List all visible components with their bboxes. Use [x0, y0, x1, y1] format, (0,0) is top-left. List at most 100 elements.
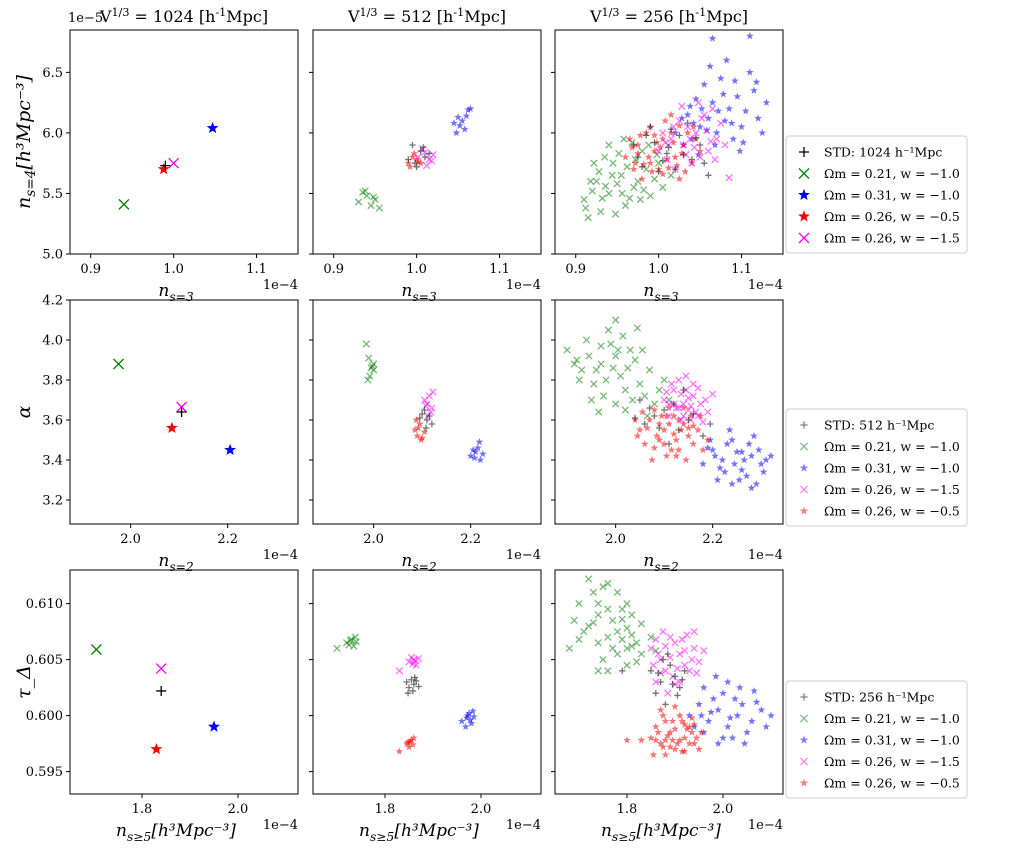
point-g031 [689, 119, 698, 127]
point-g031 [720, 468, 729, 476]
point-m026 [663, 155, 671, 164]
point-m026 [695, 658, 703, 666]
point-m026 [698, 114, 706, 123]
point-r026 [625, 134, 634, 143]
point-r026 [415, 420, 424, 428]
point-r026 [645, 416, 654, 424]
legend-marker [798, 210, 810, 222]
point-std [688, 156, 695, 163]
point-g031 [697, 711, 706, 719]
point-r026 [671, 153, 680, 161]
point-std [685, 416, 692, 424]
point-g021 [594, 639, 602, 647]
x-tick-label: 1.0 [163, 262, 184, 277]
point-g021 [363, 192, 371, 200]
point-r026 [680, 734, 689, 742]
point-g021 [609, 364, 617, 372]
point-m026 [422, 402, 430, 410]
point-m026 [686, 135, 694, 143]
point-g031 [740, 739, 749, 747]
point-std [684, 120, 691, 127]
point-m026 [675, 117, 684, 125]
point-std [707, 420, 714, 428]
point-r026 [410, 734, 418, 742]
point-g021 [575, 376, 583, 384]
panel-r2-c2: 1.8 2.0 1e−4 ns≥5[h³Mpc⁻³] [551, 569, 784, 844]
point-r026 [656, 706, 665, 714]
point-g031 [738, 700, 746, 708]
point-g031 [712, 672, 720, 680]
point-std [665, 144, 672, 151]
point-g031 [750, 686, 758, 695]
legend-entry-label: Ωm = 0.31, w = −1.0 [824, 188, 960, 203]
point-g021 [632, 639, 641, 647]
point-r026 [648, 167, 656, 175]
point-g021 [366, 372, 374, 380]
point-r026 [409, 740, 417, 748]
point-m026 [708, 105, 717, 113]
point-g031 [754, 114, 762, 122]
point-g021 [570, 360, 579, 368]
point-g031 [711, 141, 719, 149]
legend-entry-label: STD: 1024 h⁻¹Mpc [824, 145, 942, 160]
point-r026 [682, 456, 690, 464]
point-r026 [672, 452, 681, 460]
point-m026 [690, 644, 698, 653]
point-g021 [565, 644, 574, 653]
point-m026 [673, 664, 682, 673]
point-r026 [672, 436, 681, 444]
point-g021 [592, 177, 601, 186]
point-m026 [704, 408, 712, 416]
point-m026 [684, 406, 693, 414]
y-tick-label: 3.4 [42, 454, 63, 469]
point-g021 [611, 316, 620, 324]
point-g021 [623, 661, 631, 669]
point-g031 [471, 448, 480, 456]
point-r026 [654, 728, 662, 736]
point-m026 [654, 147, 663, 155]
y-tick-label: 6.0 [42, 126, 63, 141]
legend-marker [800, 693, 808, 701]
point-g031 [725, 426, 734, 434]
point-r026 [414, 424, 423, 432]
point-r026 [643, 424, 651, 432]
point-r026 [634, 141, 642, 149]
point-r026 [650, 147, 659, 155]
x-offset-multiplier: 1e−4 [748, 818, 783, 833]
point-m026 [649, 661, 658, 669]
point-m026 [395, 667, 404, 675]
point-g021 [595, 408, 603, 416]
point-g021 [607, 340, 615, 348]
point-r026 [640, 440, 649, 448]
point-r026 [689, 440, 698, 448]
point-g031 [450, 119, 458, 127]
point-r026 [678, 149, 686, 157]
point-r026 [656, 739, 665, 747]
point-g031 [737, 122, 746, 131]
point-g031 [733, 92, 742, 100]
point-r026 [666, 742, 674, 751]
point-g021 [659, 183, 667, 192]
point-g031 [454, 113, 462, 121]
x-offset-multiplier: 1e−4 [263, 278, 298, 293]
point-std [156, 685, 167, 696]
x-axis-label: ns=3 [401, 281, 436, 304]
point-m026 [654, 650, 662, 658]
point-r026 [406, 162, 414, 171]
point-g021 [645, 366, 654, 374]
legend-1: STD: 512 h⁻¹Mpc Ωm = 0.21, w = −1.0 Ωm = 0… [785, 408, 968, 527]
point-g021 [623, 624, 631, 632]
legend-marker [799, 778, 809, 787]
point-std [655, 669, 662, 677]
point-std [672, 166, 679, 173]
point-r026 [661, 736, 670, 744]
panel-r2-c0: 1.8 2.0 0.595 0.600 0.605 0.610 1e−4 ns≥5[h³Mpc… [13, 569, 299, 844]
point-std [160, 160, 171, 171]
x-tick-label: 2.2 [460, 532, 481, 547]
x-axis-label: ns=3 [643, 281, 678, 304]
point-g031 [717, 74, 725, 82]
point-m026 [683, 631, 691, 639]
point-r026 [648, 456, 656, 464]
point-g031 [719, 689, 727, 697]
point-std [409, 687, 417, 695]
